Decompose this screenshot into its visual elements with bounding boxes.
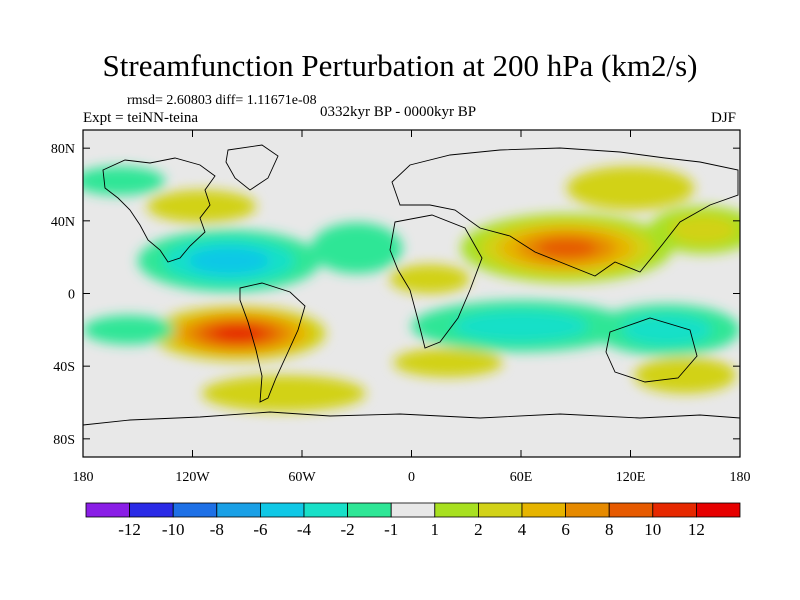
- lat-tick-label: 40S: [53, 360, 75, 375]
- australia-coast: [605, 317, 698, 383]
- colorbar-label: 8: [605, 520, 614, 539]
- colorbar-label: 6: [561, 520, 570, 539]
- anomaly-contour: [188, 247, 270, 275]
- anomaly-contour: [213, 325, 264, 342]
- colorbar-swatch: [347, 502, 392, 518]
- colorbar-label: -4: [297, 520, 312, 539]
- south-america-coast: [239, 282, 306, 403]
- colorbar-label: 12: [688, 520, 705, 539]
- anomaly-south-atlantic-ridge: [393, 348, 503, 378]
- colorbar-label: -1: [384, 520, 398, 539]
- period-label: 0332kyr BP - 0000kyr BP: [320, 104, 477, 120]
- colorbar-swatch: [652, 502, 697, 518]
- anomaly-contour: [634, 357, 737, 394]
- experiment-label: Expt = teiNN-teina: [83, 110, 199, 126]
- anomaly-contour: [622, 314, 712, 346]
- anomaly-atlantic-low: [311, 222, 403, 274]
- antarctica-coast: [83, 411, 740, 426]
- lon-tick-label: 120W: [175, 470, 210, 485]
- colorbar-label: 10: [644, 520, 661, 539]
- colorbar-swatch: [390, 502, 436, 518]
- lon-tick-label: 60W: [288, 470, 316, 485]
- stats-line: rmsd= 2.60803 diff= 1.11671e-08: [127, 93, 317, 108]
- colorbar-swatch: [129, 502, 174, 518]
- colorbar: -12 -10 -8 -6 -4 -2 -1 1 2 4 6 8 10 12: [85, 502, 741, 539]
- anomaly-contour: [389, 264, 470, 294]
- colorbar-swatch: [565, 502, 610, 518]
- colorbar-swatch: [303, 502, 348, 518]
- colorbar-label: 4: [518, 520, 527, 539]
- anomaly-west-pacific-low: [594, 304, 740, 356]
- anomaly-contour: [83, 166, 166, 196]
- colorbar-label: -8: [210, 520, 224, 539]
- anomaly-contour: [453, 310, 589, 342]
- anomaly-north-pacific-ridge: [648, 206, 740, 254]
- lat-tick-label: 40N: [51, 215, 75, 230]
- colorbar-swatch: [477, 502, 523, 518]
- colorbar-label: -10: [162, 520, 185, 539]
- colorbar-swatch: [521, 502, 566, 518]
- colorbar-label: -2: [341, 520, 355, 539]
- lon-tick-label: 180: [730, 470, 751, 485]
- anomaly-contour: [83, 315, 175, 345]
- lat-tick-label: 80N: [51, 142, 75, 157]
- lon-tick-label: 60E: [510, 470, 533, 485]
- anomaly-pacific-low-east: [83, 315, 175, 345]
- colorbar-swatch: [608, 502, 654, 518]
- anomaly-contour: [566, 166, 695, 210]
- anomaly-indian-ocean-low: [411, 300, 631, 352]
- lon-tick-label: 180: [73, 470, 94, 485]
- anomaly-contour: [536, 238, 597, 258]
- colorbar-label: 1: [431, 520, 440, 539]
- anomaly-siberia-ridge: [566, 166, 695, 210]
- anomaly-africa-ridge: [389, 264, 470, 294]
- anomaly-australia-ridge: [634, 357, 737, 394]
- anomaly-contour: [669, 215, 738, 245]
- colorbar-swatch: [434, 502, 479, 518]
- eurasia-coast: [391, 147, 739, 277]
- colorbar-label: -12: [118, 520, 141, 539]
- lat-tick-label: 0: [68, 288, 75, 303]
- anomaly-southern-ocean-ridge: [201, 375, 366, 412]
- season-label: DJF: [711, 110, 737, 126]
- anomaly-canada-ridge: [146, 189, 257, 223]
- coastlines: [83, 144, 740, 426]
- anomaly-arctic-low: [83, 166, 166, 196]
- anomaly-contour: [393, 348, 503, 378]
- colorbar-label: -6: [253, 520, 267, 539]
- lat-tick-label: 80S: [53, 433, 75, 448]
- plot-title: Streamfunction Perturbation at 200 hPa (…: [102, 48, 698, 83]
- anomaly-contour: [146, 189, 257, 223]
- north-america-coast: [102, 157, 216, 263]
- anomaly-subtropical-high-indian-asia: [460, 213, 673, 283]
- anomaly-field: [83, 166, 740, 412]
- greenland-coast: [225, 144, 279, 191]
- africa-coast: [389, 214, 483, 349]
- colorbar-swatch: [696, 502, 741, 518]
- colorbar-swatch: [216, 502, 261, 518]
- lon-tick-label: 0: [408, 470, 415, 485]
- anomaly-north-pacific-low: [137, 229, 321, 292]
- anomaly-south-america-high: [150, 306, 326, 361]
- lon-tick-label: 120E: [616, 470, 646, 485]
- anomaly-contour: [311, 222, 403, 274]
- colorbar-swatch: [85, 502, 130, 518]
- colorbar-swatch: [172, 502, 218, 518]
- anomaly-contour: [201, 375, 366, 412]
- colorbar-label: 2: [474, 520, 483, 539]
- colorbar-swatch: [259, 502, 305, 518]
